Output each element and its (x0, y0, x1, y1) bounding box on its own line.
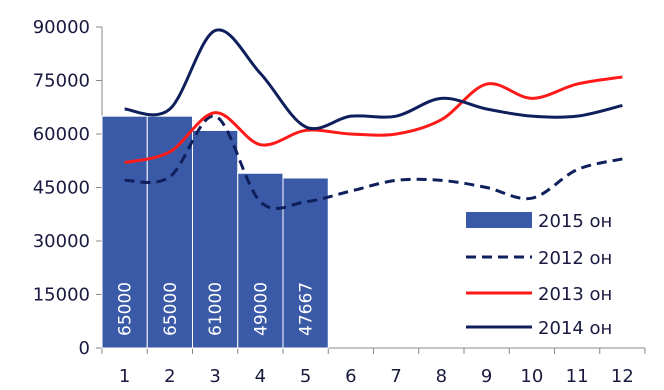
x-tick-label: 4 (255, 366, 266, 387)
y-tick-label: 60000 (33, 124, 90, 145)
x-tick-label: 1 (119, 366, 130, 387)
legend-swatch (466, 212, 532, 228)
bar (101, 115, 148, 349)
y-tick-label: 45000 (33, 178, 90, 199)
legend: 2015 он 2012 он 2013 он 2014 он (466, 211, 612, 339)
bar-value-label: 49000 (251, 282, 271, 336)
y-tick-label: 30000 (33, 231, 90, 252)
bar-value-label: 47667 (297, 282, 317, 336)
series-line (124, 75, 623, 165)
legend-label: 2015 он (538, 211, 612, 232)
legend-label: 2014 он (538, 318, 612, 339)
y-axis: 0 15000 30000 45000 60000 75000 90000 (33, 17, 103, 359)
y-tick-label: 90000 (33, 17, 90, 38)
x-axis: 1 2 3 4 5 6 7 8 9 10 11 12 (101, 347, 646, 387)
bar (282, 177, 329, 349)
x-tick-label: 12 (611, 366, 634, 387)
bar-value-label: 65000 (161, 282, 181, 336)
lines (124, 28, 623, 211)
bar (237, 172, 284, 349)
x-tick-label: 3 (209, 366, 220, 387)
x-tick-label: 9 (481, 366, 492, 387)
x-tick-label: 6 (345, 366, 356, 387)
x-tick-label: 7 (390, 366, 401, 387)
x-tick-label: 5 (300, 366, 311, 387)
bars-2015: 65000 65000 61000 49000 47667 (101, 115, 329, 349)
x-tick-label: 11 (566, 366, 589, 387)
legend-label: 2012 он (538, 248, 612, 269)
legend-label: 2013 он (538, 284, 612, 305)
series-line (124, 28, 623, 131)
y-tick-label: 15000 (33, 285, 90, 306)
x-tick-label: 8 (436, 366, 447, 387)
series-line (124, 114, 623, 211)
bar (192, 129, 239, 349)
bar-value-label: 61000 (206, 282, 226, 336)
y-tick-label: 75000 (33, 71, 90, 92)
y-tick-label: 0 (79, 338, 90, 359)
bar-value-label: 65000 (116, 282, 136, 336)
x-tick-label: 2 (164, 366, 175, 387)
x-tick-label: 10 (520, 366, 543, 387)
